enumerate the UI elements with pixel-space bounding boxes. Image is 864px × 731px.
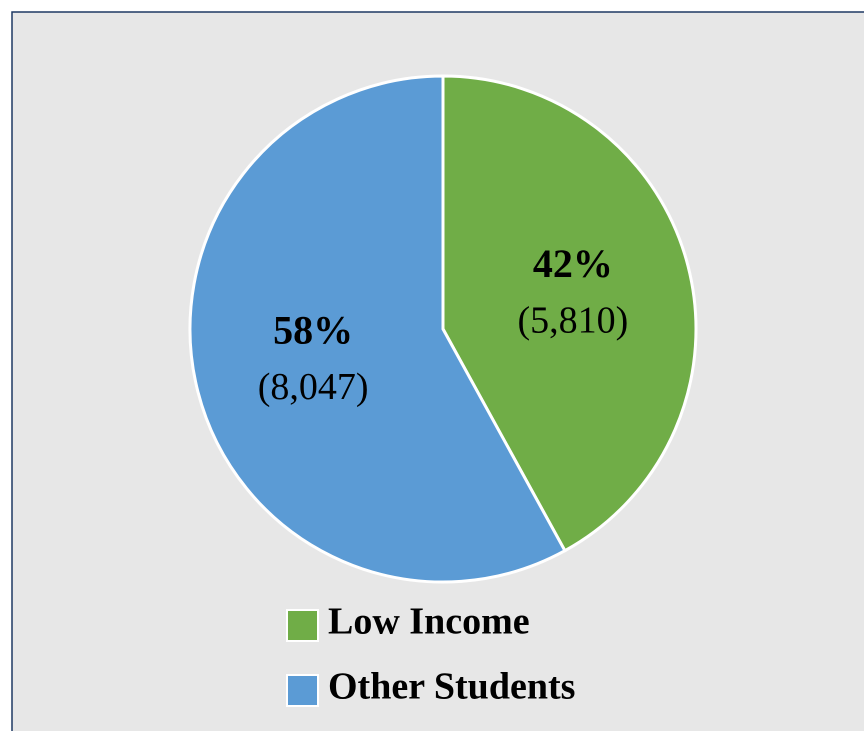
slice-percent-label: 42% [533, 241, 613, 286]
legend-swatch [286, 674, 319, 707]
slice-percent-label: 58% [273, 308, 353, 353]
pie-slice [188, 74, 567, 584]
legend-label: Other Students [328, 666, 575, 708]
legend-swatch [286, 609, 319, 642]
slice-count-label: (8,047) [258, 366, 369, 408]
slice-count-label: (5,810) [517, 299, 628, 341]
pie-slice [441, 74, 698, 553]
legend-label: Low Income [328, 601, 530, 643]
